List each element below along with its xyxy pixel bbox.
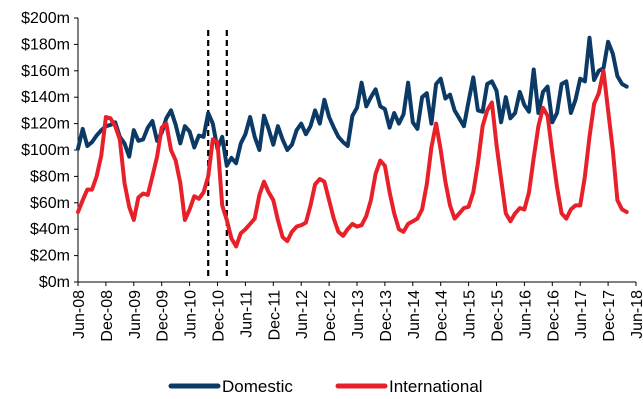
x-tick-label: Dec-08 (99, 290, 116, 342)
x-tick-label: Jun-13 (350, 290, 367, 339)
x-tick-label: Dec-15 (490, 290, 507, 342)
x-tick-label: Jun-12 (294, 290, 311, 339)
x-tick-label: Dec-17 (601, 290, 618, 342)
y-tick-label: $40m (30, 221, 70, 238)
x-tick-label: Dec-14 (434, 290, 451, 342)
x-axis: Jun-08 Dec-08 Jun-09 Dec-09 Jun-10 Dec-10 Jun-… (71, 281, 643, 342)
x-tick-label: Dec-11 (266, 290, 283, 340)
x-tick-label: Dec-10 (211, 290, 228, 342)
y-tick-label: $100m (21, 142, 70, 159)
x-tick-label: Jun-15 (462, 290, 479, 339)
legend-label-domestic: Domestic (222, 377, 293, 396)
legend-label-international: International (389, 377, 483, 396)
x-tick-label: Jun-11 (238, 290, 255, 338)
x-tick-label: Dec-13 (378, 290, 395, 342)
x-tick-label: Dec-16 (545, 290, 562, 342)
x-tick-label: Jun-17 (573, 290, 590, 339)
x-tick-label: Jun-14 (406, 290, 423, 339)
x-tick-label: Jun-09 (127, 290, 144, 339)
x-tick-label: Dec-09 (155, 290, 172, 342)
y-tick-label: $60m (30, 195, 70, 212)
series-line-domestic (76, 35, 629, 168)
series-line-international (76, 68, 629, 249)
y-tick-label: $0m (39, 274, 70, 291)
y-axis: $0m $20m $40m $60m $80m $100m $120m $140m $160m $… (21, 10, 79, 291)
series-lines (76, 35, 629, 249)
y-tick-label: $200m (21, 10, 70, 27)
x-tick-label: Jun-16 (517, 290, 534, 339)
x-tick-label: Jun-10 (183, 290, 200, 339)
y-tick-label: $160m (21, 63, 70, 80)
x-tick-label: Dec-12 (322, 290, 339, 342)
legend: Domestic International (168, 377, 483, 396)
y-tick-label: $180m (21, 36, 70, 53)
y-tick-label: $20m (30, 248, 70, 265)
y-tick-label: $140m (21, 89, 70, 106)
x-tick-label: Jun-18 (629, 290, 643, 339)
y-tick-label: $80m (30, 168, 70, 185)
y-tick-label: $120m (21, 116, 70, 133)
x-tick-label: Jun-08 (71, 290, 88, 339)
